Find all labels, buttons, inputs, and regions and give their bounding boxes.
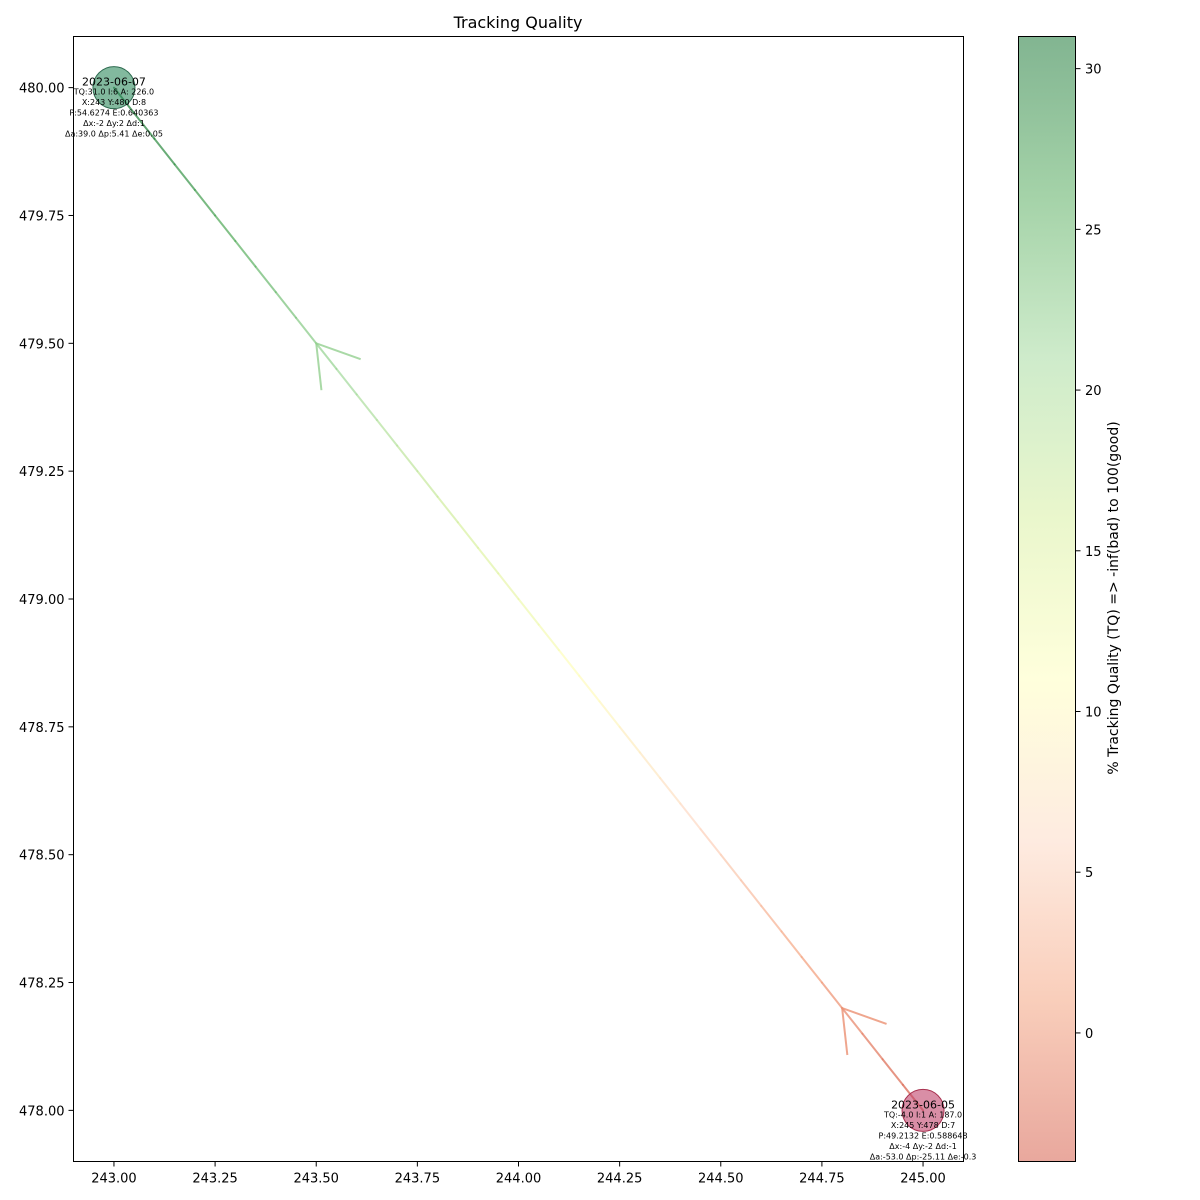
trend-line-segment [679,802,702,831]
trend-line-segment [537,623,560,652]
trend-line-segment [861,1032,884,1061]
trend-line-segment [820,981,844,1010]
trend-line-segment [477,546,500,575]
colorbar-tick-label: 0 [1085,1027,1093,1042]
point-annotation-line: X:243 Y:480 D:8 [82,98,146,107]
y-tick-label: 479.25 [19,465,65,480]
colorbar-tick-label: 30 [1085,63,1102,78]
point-date-label: 2023-06-05 [891,1098,955,1111]
trend-line-segment [557,649,581,677]
colorbar-tick-label: 25 [1085,223,1102,238]
trend-line-segment [699,828,722,856]
point-annotation-line: P:54.6274 E:0.640363 [69,109,158,118]
colorbar-tick-label: 10 [1085,706,1102,721]
trend-line-segment [133,112,156,140]
trend-line-segment [416,470,439,498]
trend-line-segment [254,265,277,294]
x-tick-label: 243.75 [395,1172,441,1187]
direction-arrowhead [315,341,361,391]
trend-line-segment [618,725,641,754]
x-tick-label: 244.00 [496,1172,542,1187]
data-point [901,1088,945,1132]
x-tick-label: 243.00 [91,1172,137,1187]
trend-line-segment [315,342,338,370]
chart-title: Tracking Quality [453,13,583,32]
point-annotation-line: Δa:39.0 Δp:5.41 Δe:0.05 [65,130,163,139]
x-tick-label: 244.25 [597,1172,643,1187]
point-annotation-line: Δx:-4 Δy:-2 Δd:-1 [889,1142,956,1151]
colorbar: % Tracking Quality (TQ) => -inf(bad) to … [1018,36,1122,1162]
trend-line-segment [234,240,257,268]
trend-line-segment [355,393,378,422]
trend-line-segment [375,419,399,447]
trend-line-segment [578,674,601,703]
colorbar-tick-label: 20 [1085,384,1102,399]
y-tick-label: 478.50 [19,849,65,864]
trend-line-segment [841,1007,864,1035]
trend-line-segment [659,776,682,805]
colorbar-tick-label: 15 [1085,545,1102,560]
trend-line-segment [173,163,196,191]
trend-line-segment [719,853,742,882]
colorbar-label: % Tracking Quality (TQ) => -inf(bad) to … [1106,421,1122,774]
trend-line-segment [335,367,358,396]
trend-line-segment [456,521,480,549]
trend-line-segment [295,316,318,345]
y-tick-label: 478.25 [19,977,65,992]
point-annotation-line: TQ:31.0 I:6 A: 226.0 [73,88,154,97]
trend-line-segment [740,879,763,907]
y-tick-label: 479.00 [19,593,65,608]
trend-line-segment [214,214,237,243]
point-annotation-line: X:245 Y:478 D:7 [891,1121,955,1130]
point-annotation-line: Δa:-53.0 Δp:-25.11 Δe:-0.3 [870,1152,977,1161]
x-tick-label: 243.25 [192,1172,238,1187]
point-annotation-line: P:49.2132 E:0.588648 [879,1131,968,1140]
x-tick-label: 245.00 [900,1172,946,1187]
trend-line-segment [800,955,823,984]
point-annotation-line: TQ:-4.0 I:1 A: 187.0 [883,1110,962,1119]
trend-line-segment [193,188,217,217]
y-tick-label: 478.75 [19,721,65,736]
trend-line-segment [638,751,662,779]
trend-line-segment [396,444,419,473]
y-tick-label: 480.00 [19,82,65,97]
colorbar-tick-label: 5 [1085,866,1093,881]
trend-line-segment [881,1058,904,1086]
trend-line-segment [517,598,540,626]
trend-line-segment [760,904,783,933]
x-tick-label: 244.75 [799,1172,845,1187]
colorbar-gradient [1018,36,1076,1162]
direction-arrowhead [840,1006,887,1056]
point-date-label: 2023-06-07 [82,76,146,89]
trend-line-segment [780,930,803,958]
trend-line-segment [497,572,520,600]
trend-line-segment [598,700,621,728]
trend-line-segment [274,291,297,319]
y-tick-label: 479.50 [19,337,65,352]
point-annotation-line: Δx:-2 Δy:2 Δd:1 [83,119,145,128]
y-tick-label: 478.00 [19,1104,65,1119]
y-tick-label: 479.75 [19,209,65,224]
x-tick-label: 244.50 [698,1172,744,1187]
data-point [92,66,136,110]
axes: 243.00 243.25 243.50 243.75 244.00 244.25 244.… [19,82,946,1187]
x-tick-label: 243.50 [293,1172,339,1187]
trend-line-segment [436,495,459,524]
trend-line-segment [153,137,176,166]
